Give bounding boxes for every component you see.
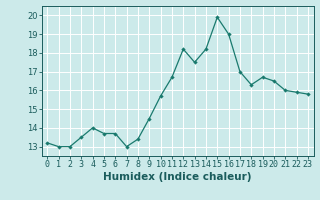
X-axis label: Humidex (Indice chaleur): Humidex (Indice chaleur) <box>103 172 252 182</box>
